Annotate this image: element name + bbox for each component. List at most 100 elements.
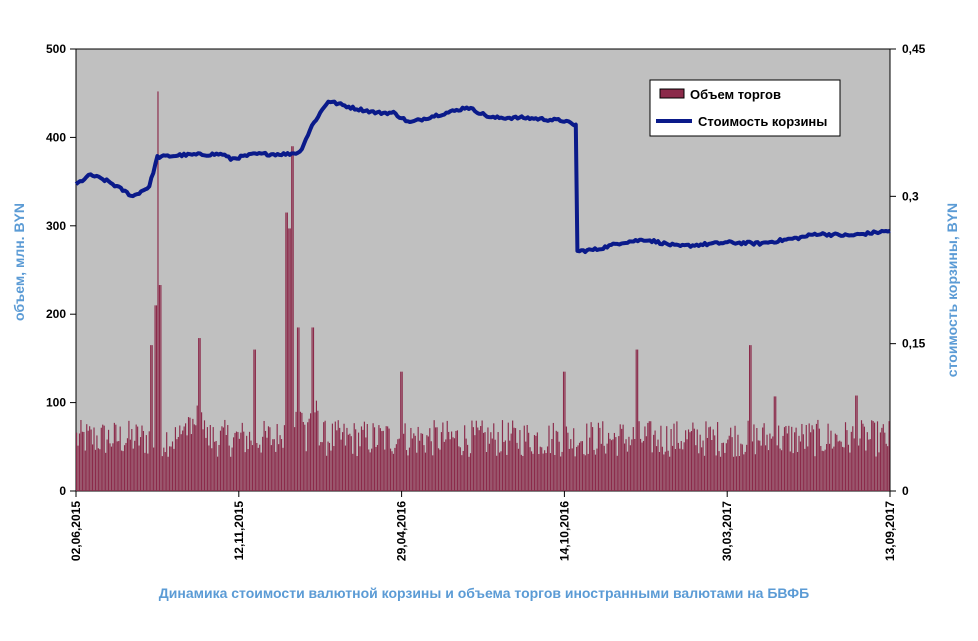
bar [214,441,216,491]
bar [782,435,784,491]
bar [161,456,163,491]
bar [179,425,181,491]
bar [792,453,794,491]
bar [203,420,206,491]
bar [599,427,601,491]
bar [87,430,89,491]
bar [465,438,467,491]
bar [703,455,706,491]
bar [278,444,280,491]
bar [647,422,649,491]
bar [462,450,464,491]
bar [91,444,94,491]
bar [435,427,437,491]
bar [192,418,194,491]
bar [509,440,511,491]
bar [169,446,171,491]
bar [238,438,240,491]
y-tick-label-left: 200 [46,307,66,321]
bar [395,444,397,491]
bar [266,437,268,491]
bar [327,441,329,491]
bar [737,434,739,491]
bar [686,439,688,491]
bar [291,146,293,492]
bar [725,443,727,491]
bar [148,431,150,491]
bar [881,427,883,491]
bar [417,426,419,491]
bar [690,431,693,491]
bar [254,349,256,491]
bar [426,435,428,491]
bar [318,445,320,491]
bar [488,443,490,491]
bar [321,442,323,491]
bar [555,430,557,491]
bar [743,454,745,491]
bar [365,437,367,491]
bar [267,426,270,491]
bar [419,440,421,491]
bar [826,444,828,491]
bar [529,447,531,491]
bar [349,433,351,491]
bar [573,428,575,491]
x-tick-label: 30,03,2017 [720,501,734,561]
bar [831,448,834,491]
bar [401,371,403,491]
bar [491,438,493,491]
bar [414,435,416,491]
bar [661,446,663,491]
bar [132,448,134,491]
bar [709,426,711,491]
bar [198,338,200,491]
bar [89,426,91,491]
bar [577,445,579,491]
bar [158,285,161,491]
bar [230,456,232,491]
bar [205,437,207,491]
bar [711,440,713,491]
bar [317,410,319,491]
bar [632,427,634,491]
bar [391,451,393,491]
bar [608,432,610,491]
bar [558,441,560,491]
bar [427,436,429,491]
bar [606,443,608,491]
bar [128,420,130,491]
bar [638,421,640,491]
y-axis-title-right: стоимость корзины, BYN [944,203,960,377]
bar [625,439,627,491]
bar [687,429,690,491]
bar [735,456,738,491]
bar [542,453,544,491]
bar [644,426,646,491]
bar [828,443,831,491]
bar [666,426,668,491]
bar [564,371,566,491]
bar [398,438,400,491]
bar [747,420,749,491]
bar [817,419,819,491]
bar [193,424,195,491]
y-tick-label-right: 0,45 [902,42,926,56]
bar [356,456,358,491]
bar [195,425,197,491]
bar [387,426,389,491]
bar [157,91,159,492]
bar [847,444,850,491]
bar [196,405,198,491]
bar [166,432,168,491]
bar [292,146,294,492]
bar [683,442,685,491]
bar [695,445,697,491]
bar [282,447,284,491]
bar [376,444,379,491]
bar [667,450,669,491]
bar [397,439,399,491]
bar [850,431,852,491]
bar [517,448,520,491]
bar [581,441,583,491]
